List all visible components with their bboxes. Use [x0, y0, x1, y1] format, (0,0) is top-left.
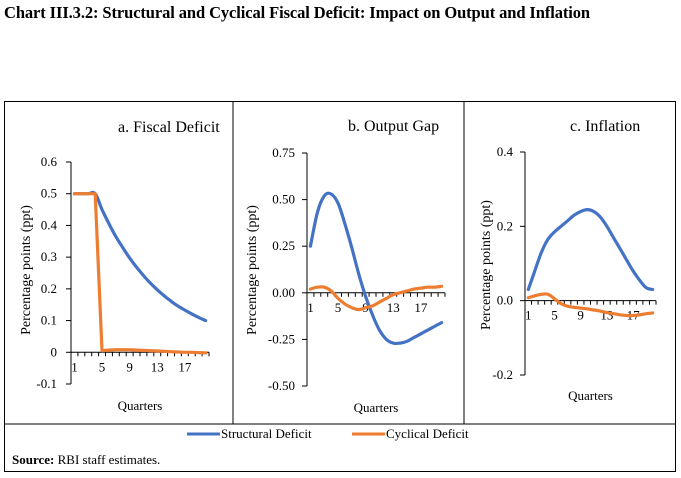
- y-axis-label: Percentage points (ppt): [19, 205, 34, 335]
- panel-inflation: c. Inflation Percentage points (ppt) Quart…: [479, 118, 657, 403]
- x-axis-label: Quarters: [568, 388, 613, 403]
- x-tick-label: 17: [178, 359, 192, 374]
- series-line-cyclical-deficit: [308, 284, 444, 312]
- series-line-structural-deficit: [308, 191, 444, 346]
- chart-frame: [4, 101, 676, 472]
- y-tick-label: 0.5: [41, 186, 57, 201]
- y-tick-label: 0.50: [272, 192, 295, 207]
- y-tick-label: -0.2: [492, 367, 513, 382]
- series-line-structural-deficit: [526, 208, 655, 292]
- chart-title: Chart III.3.2: Structural and Cyclical F…: [4, 3, 590, 22]
- y-tick-label: -0.50: [268, 378, 295, 393]
- y-tick-label: 0.75: [272, 145, 295, 160]
- series-line-cyclical-deficit: [526, 292, 655, 318]
- y-tick-label: 0.1: [41, 313, 57, 328]
- series-line-structural-deficit: [72, 190, 208, 323]
- source-note: Source: RBI staff estimates.: [12, 452, 160, 468]
- source-text: RBI staff estimates.: [54, 452, 161, 467]
- x-tick-label: 1: [307, 300, 314, 315]
- panel-title: a. Fiscal Deficit: [118, 119, 220, 136]
- y-tick-label: 0.6: [41, 154, 58, 169]
- x-tick-label: 5: [335, 300, 342, 315]
- y-tick-label: 0.25: [272, 238, 295, 253]
- x-tick-label: 1: [71, 359, 78, 374]
- x-tick-label: 17: [414, 300, 428, 315]
- series-line-cyclical-deficit: [72, 192, 208, 355]
- panel-title: b. Output Gap: [348, 118, 439, 135]
- panel-title: c. Inflation: [570, 118, 640, 135]
- y-tick-label: 0.4: [497, 144, 514, 159]
- legend-label-cyclical: Cyclical Deficit: [386, 426, 469, 441]
- legend-label-structural: Structural Deficit: [221, 426, 312, 441]
- source-label: Source:: [12, 452, 55, 467]
- x-tick-label: 13: [387, 300, 400, 315]
- x-tick-label: 5: [551, 308, 558, 323]
- y-tick-label: -0.25: [268, 331, 295, 346]
- x-tick-label: 1: [525, 308, 532, 323]
- y-axis-label: Percentage points (ppt): [245, 205, 260, 335]
- panel-output-gap: b. Output Gap Percentage points (ppt) Quar…: [245, 118, 446, 415]
- y-tick-label: 0.2: [497, 218, 513, 233]
- panel-fiscal-deficit: a. Fiscal Deficit Percentage points (ppt)…: [19, 119, 220, 413]
- y-tick-label: 0: [51, 344, 58, 359]
- y-tick-label: 0.4: [41, 217, 58, 232]
- y-axis-label: Percentage points (ppt): [479, 200, 494, 330]
- x-tick-label: 13: [151, 359, 164, 374]
- legend: Structural Deficit Cyclical Deficit: [187, 426, 469, 441]
- x-axis-label: Quarters: [354, 400, 399, 415]
- y-tick-label: 0.3: [41, 249, 57, 264]
- x-tick-label: 9: [126, 359, 133, 374]
- x-tick-label: 5: [99, 359, 106, 374]
- x-axis-label: Quarters: [118, 398, 163, 413]
- x-tick-label: 9: [577, 308, 584, 323]
- y-tick-label: -0.1: [36, 376, 57, 391]
- y-tick-label: 0.00: [272, 285, 295, 300]
- y-tick-label: 0.2: [41, 281, 57, 296]
- y-tick-label: 0.0: [497, 293, 513, 308]
